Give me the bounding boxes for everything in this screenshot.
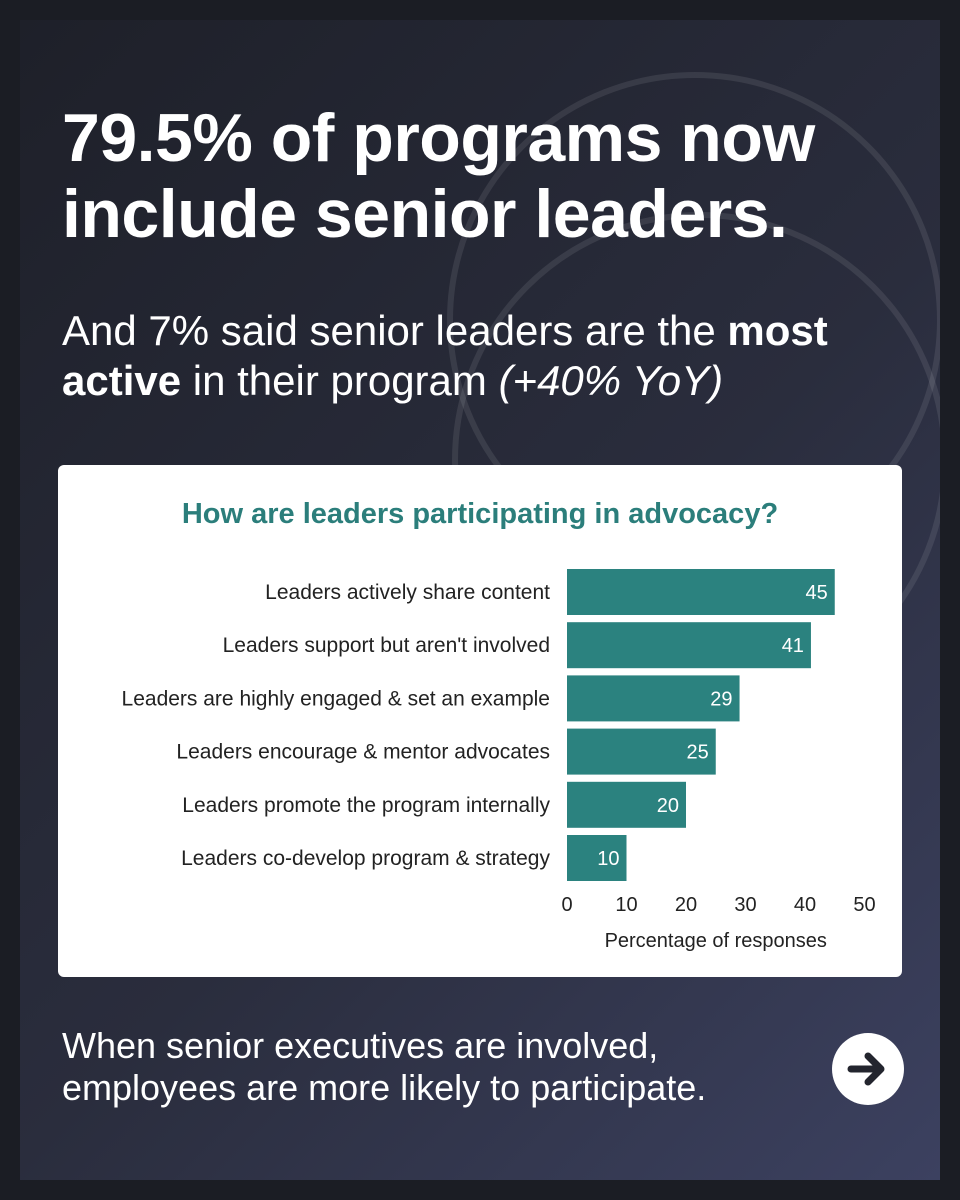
category-label: Leaders encourage & mentor advocates — [176, 741, 550, 764]
bar-chart: How are leaders participating in advocac… — [122, 498, 876, 952]
footer-line-2: employees are more likely to participate… — [62, 1067, 707, 1108]
bar-value-label: 20 — [657, 795, 679, 817]
bar-value-label: 45 — [806, 582, 828, 604]
arrow-right-icon — [847, 1052, 885, 1086]
subhead-emphasis: most active — [62, 307, 828, 404]
footer-text: When senior executives are involved, empl… — [62, 1025, 782, 1109]
chart-title: How are leaders participating in advocac… — [182, 498, 778, 530]
chart-card: How are leaders participating in advocac… — [58, 465, 902, 977]
bar — [567, 569, 835, 615]
x-tick-label: 20 — [675, 894, 697, 916]
bar-value-label: 10 — [597, 848, 619, 870]
bar — [567, 781, 686, 828]
headline: 79.5% of programs now include senior lea… — [62, 100, 815, 252]
footer-line-1: When senior executives are involved, — [62, 1025, 659, 1066]
subhead-text: And 7% said senior leaders are the — [62, 307, 728, 354]
x-tick-label: 30 — [734, 894, 756, 916]
x-tick-label: 50 — [853, 894, 875, 916]
x-axis-label: Percentage of responses — [605, 930, 827, 952]
bar — [567, 728, 716, 775]
subhead-yoy: (+40% YoY) — [498, 357, 724, 404]
x-tick-label: 10 — [615, 894, 637, 916]
category-label: Leaders are highly engaged & set an exam… — [122, 687, 550, 710]
subhead: And 7% said senior leaders are the most … — [62, 306, 902, 406]
category-label: Leaders support but aren't involved — [223, 634, 550, 657]
bar — [567, 675, 740, 722]
bar-value-label: 29 — [710, 688, 732, 710]
x-tick-label: 40 — [794, 894, 816, 916]
bar — [567, 835, 627, 881]
next-slide-button[interactable] — [832, 1033, 904, 1105]
bar-value-label: 41 — [782, 635, 804, 657]
infographic-frame: 79.5% of programs now include senior lea… — [20, 20, 940, 1180]
x-tick-label: 0 — [561, 894, 572, 916]
bar-value-label: 25 — [687, 742, 709, 764]
category-label: Leaders actively share content — [265, 581, 550, 604]
chart-marks: Leaders actively share content 45 Leaders … — [122, 569, 876, 952]
category-label: Leaders promote the program internally — [182, 794, 550, 817]
category-label: Leaders co-develop program & strategy — [181, 847, 550, 870]
subhead-text-end: in their program — [181, 357, 499, 404]
bar — [567, 622, 811, 669]
